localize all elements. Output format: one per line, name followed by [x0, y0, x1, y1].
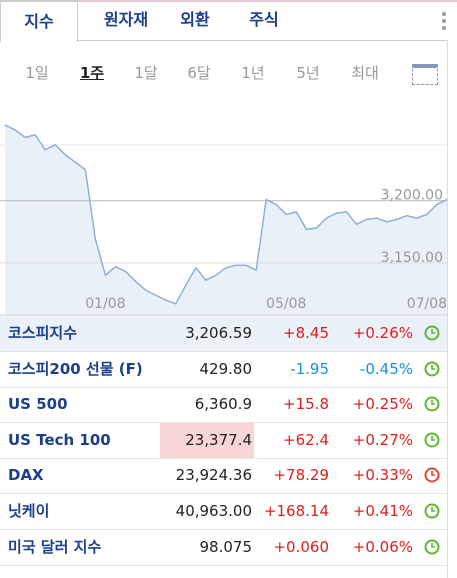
period[interactable]: 최대	[351, 64, 379, 82]
period[interactable]: 6달	[187, 64, 211, 82]
tab[interactable]: 원자재	[103, 10, 149, 29]
clock-face	[424, 396, 440, 412]
table-row[interactable]: 코스피지수 3,206.59 +8.45 +0.26%	[0, 316, 447, 352]
table-row[interactable]: 미국 달러 지수 98.075 +0.060 +0.06%	[0, 530, 447, 566]
x-tick-label: 07/08	[407, 296, 447, 312]
top-border	[0, 0, 457, 2]
tab[interactable]: 주식	[249, 10, 279, 29]
clock-hands	[431, 400, 435, 405]
price: 23,377.4	[160, 422, 254, 458]
tab[interactable]: 외환	[180, 10, 210, 29]
status-icon	[424, 361, 440, 377]
tab-underline	[0, 40, 447, 41]
clock-hands	[431, 471, 435, 477]
clock-hands	[431, 507, 435, 512]
y-tick-label: 3,200.00	[381, 188, 443, 204]
change: +78.29	[273, 466, 329, 485]
price: 98.075	[199, 537, 253, 556]
table-row[interactable]: US Tech 100 23,377.4 +62.4 +0.27%	[0, 422, 447, 459]
period[interactable]: 1년	[241, 64, 265, 82]
change-percent: +0.27%	[352, 430, 413, 449]
clock-face	[424, 503, 440, 519]
clock-face	[424, 325, 440, 341]
status-icon	[424, 325, 440, 341]
chart-type-icon[interactable]	[412, 64, 438, 85]
y-tick-label: 3,150.00	[381, 250, 443, 266]
change: +168.14	[263, 502, 329, 520]
price: 40,963.00	[175, 502, 252, 520]
index-name: DAX	[8, 466, 44, 485]
price: 23,924.36	[175, 466, 252, 485]
clock-hands	[431, 329, 435, 334]
change-percent: +0.25%	[352, 395, 413, 414]
clock-face	[424, 539, 440, 555]
index-name: US 500	[8, 395, 68, 414]
period[interactable]: 1일	[25, 64, 49, 82]
clock-hands	[431, 364, 435, 370]
clock-hands	[431, 435, 435, 441]
clock-face	[424, 467, 440, 483]
more-menu[interactable]	[442, 12, 446, 30]
table-row[interactable]: 닛케이 40,963.00 +168.14 +0.41%	[0, 494, 447, 530]
status-icon	[424, 503, 440, 519]
status-icon	[424, 432, 440, 448]
chart: 3,150.00 3,200.00 01/08 05/08 07/08	[0, 124, 448, 316]
change: +8.45	[283, 324, 329, 342]
price: 3,206.59	[185, 324, 252, 342]
clock-hands	[431, 542, 435, 548]
right-border	[447, 40, 448, 578]
status-icon	[424, 467, 440, 483]
x-tick-label: 05/08	[266, 296, 306, 312]
period[interactable]: 1주	[79, 64, 105, 82]
status-icon	[424, 396, 440, 412]
change-percent: +0.41%	[352, 502, 413, 520]
table-row[interactable]: US 500 6,360.9 +15.8 +0.25%	[0, 387, 447, 424]
table-row[interactable]: DAX 23,924.36 +78.29 +0.33%	[0, 458, 447, 495]
price: 6,360.9	[194, 395, 252, 414]
index-name: 코스피지수	[8, 324, 78, 342]
change: -1.95	[290, 359, 329, 378]
change: +0.060	[273, 537, 329, 556]
change: +15.8	[283, 395, 329, 414]
status-icon	[424, 539, 440, 555]
change-percent: +0.33%	[352, 466, 413, 485]
period[interactable]: 5년	[296, 64, 320, 82]
index-name: 미국 달러 지수	[8, 537, 102, 556]
period[interactable]: 1달	[134, 64, 158, 82]
index-name: 코스피200 선물 (F)	[8, 359, 143, 378]
tab[interactable]: 지수	[0, 0, 78, 42]
change-percent: +0.26%	[352, 324, 413, 342]
index-name: US Tech 100	[8, 430, 111, 449]
price: 429.80	[199, 359, 253, 378]
change: +62.4	[283, 430, 329, 449]
clock-face	[424, 432, 440, 448]
x-tick-label: 01/08	[85, 296, 125, 312]
change-percent: -0.45%	[359, 359, 413, 378]
index-name: 닛케이	[8, 502, 50, 520]
change-percent: +0.06%	[352, 537, 413, 556]
clock-face	[424, 361, 440, 377]
price-line	[4, 124, 448, 305]
table-row[interactable]: 코스피200 선물 (F) 429.80 -1.95 -0.45%	[0, 352, 447, 388]
